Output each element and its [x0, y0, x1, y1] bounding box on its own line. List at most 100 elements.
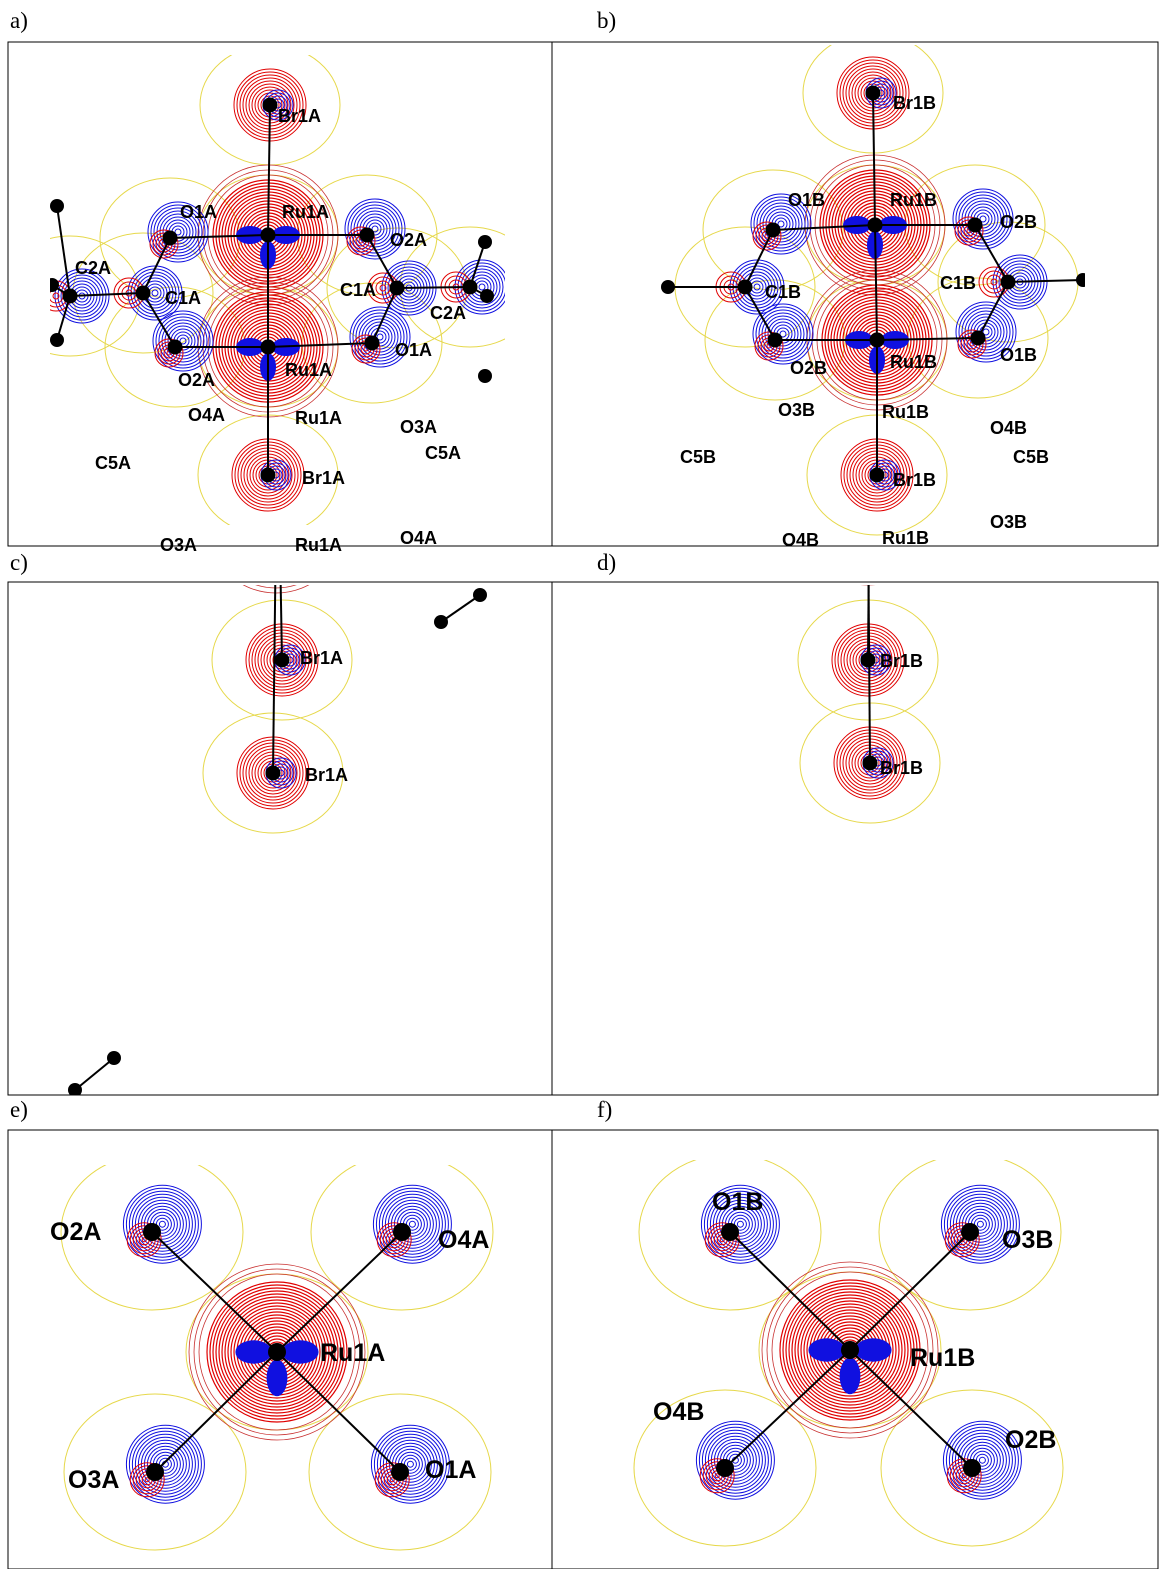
contour — [387, 456, 409, 478]
bond — [441, 595, 480, 622]
atom — [661, 280, 675, 294]
atom — [480, 459, 494, 473]
atom — [963, 1459, 981, 1477]
atom — [841, 1341, 859, 1359]
atom-label: Br1B — [880, 758, 923, 778]
figure: a)Br1ARu1ARu1ABr1AO1AO2AC1AC2AO2AO1AC1AC… — [0, 0, 1160, 1569]
panel: b)Br1BRu1BRu1BBr1BO1BO2BC1BO2BO1BC1B — [552, 8, 1158, 546]
contour — [979, 1457, 985, 1463]
atom — [965, 425, 980, 440]
atom — [721, 1223, 739, 1241]
contour — [983, 459, 989, 465]
atom — [434, 615, 448, 629]
contour — [388, 429, 394, 435]
contour — [366, 433, 388, 455]
contour — [747, 507, 775, 535]
atom-label: Ru1B — [882, 402, 929, 422]
atom — [971, 331, 986, 346]
bond — [383, 438, 412, 467]
atom — [390, 281, 405, 296]
atom — [45, 278, 59, 292]
atom — [968, 218, 983, 233]
bond — [380, 467, 412, 523]
atom — [136, 286, 151, 301]
atom-label: O2A — [178, 370, 215, 390]
atom-label: O1B — [712, 1188, 763, 1216]
contour — [697, 455, 837, 575]
atom — [136, 455, 151, 470]
atom-label: C1B — [940, 273, 976, 293]
contour — [271, 426, 285, 440]
contour — [731, 439, 767, 475]
atom-label: Br1A — [278, 106, 321, 126]
contour — [165, 525, 169, 529]
contour — [155, 425, 183, 453]
bond — [143, 433, 175, 462]
contour — [479, 284, 485, 290]
atom — [761, 421, 776, 436]
contour — [164, 434, 174, 444]
contour — [244, 514, 272, 532]
contour — [379, 1191, 445, 1257]
contour — [772, 506, 778, 512]
panel-label: b) — [597, 8, 616, 33]
atom — [738, 280, 753, 295]
contour — [872, 506, 900, 524]
contour — [138, 1437, 192, 1491]
contour — [750, 510, 772, 532]
contour — [159, 1221, 165, 1227]
atom — [961, 1223, 979, 1241]
contour — [235, 1340, 271, 1363]
atom — [163, 231, 178, 246]
atom-label: O4B — [653, 1398, 704, 1426]
atom — [365, 336, 380, 351]
contour — [382, 511, 394, 523]
contour — [757, 429, 767, 439]
atom — [391, 1463, 409, 1481]
contour — [366, 521, 382, 537]
contour — [766, 500, 784, 518]
atom-label: C5A — [425, 443, 461, 463]
contour — [379, 508, 397, 526]
atom — [168, 426, 183, 441]
contour — [971, 447, 1001, 477]
contour — [958, 515, 974, 531]
atom — [866, 86, 881, 101]
contour — [137, 444, 173, 480]
contour — [159, 519, 175, 535]
atom — [861, 653, 876, 668]
contour — [971, 417, 989, 435]
atom-label: Ru1A — [285, 360, 332, 380]
contour — [146, 453, 164, 471]
contour — [975, 451, 997, 473]
contour — [722, 430, 776, 484]
contour — [754, 488, 796, 530]
bond — [868, 515, 972, 517]
atom — [166, 514, 181, 529]
contour — [952, 424, 980, 452]
contour — [950, 481, 1010, 541]
contour — [140, 447, 170, 477]
contour — [383, 452, 413, 482]
panel-border — [552, 582, 1158, 1095]
atom-label: O1A — [425, 1456, 476, 1484]
atom-label: Br1B — [893, 470, 936, 490]
contour — [958, 430, 974, 446]
atom-label: Ru1B — [890, 352, 937, 372]
atom-label: O4A — [400, 528, 437, 548]
atom-label: C5A — [95, 453, 131, 473]
atom-label: O3B — [990, 512, 1027, 532]
contour — [152, 459, 158, 465]
contour — [274, 429, 282, 437]
contour — [759, 519, 763, 523]
contour — [167, 437, 171, 441]
atom — [275, 653, 290, 668]
atom — [868, 218, 883, 233]
contour — [751, 281, 763, 293]
atom — [268, 1343, 286, 1361]
bond — [278, 433, 383, 438]
atom-label: O4B — [782, 530, 819, 550]
atom — [261, 468, 276, 483]
contour — [977, 508, 983, 514]
atom-label: O2B — [790, 358, 827, 378]
